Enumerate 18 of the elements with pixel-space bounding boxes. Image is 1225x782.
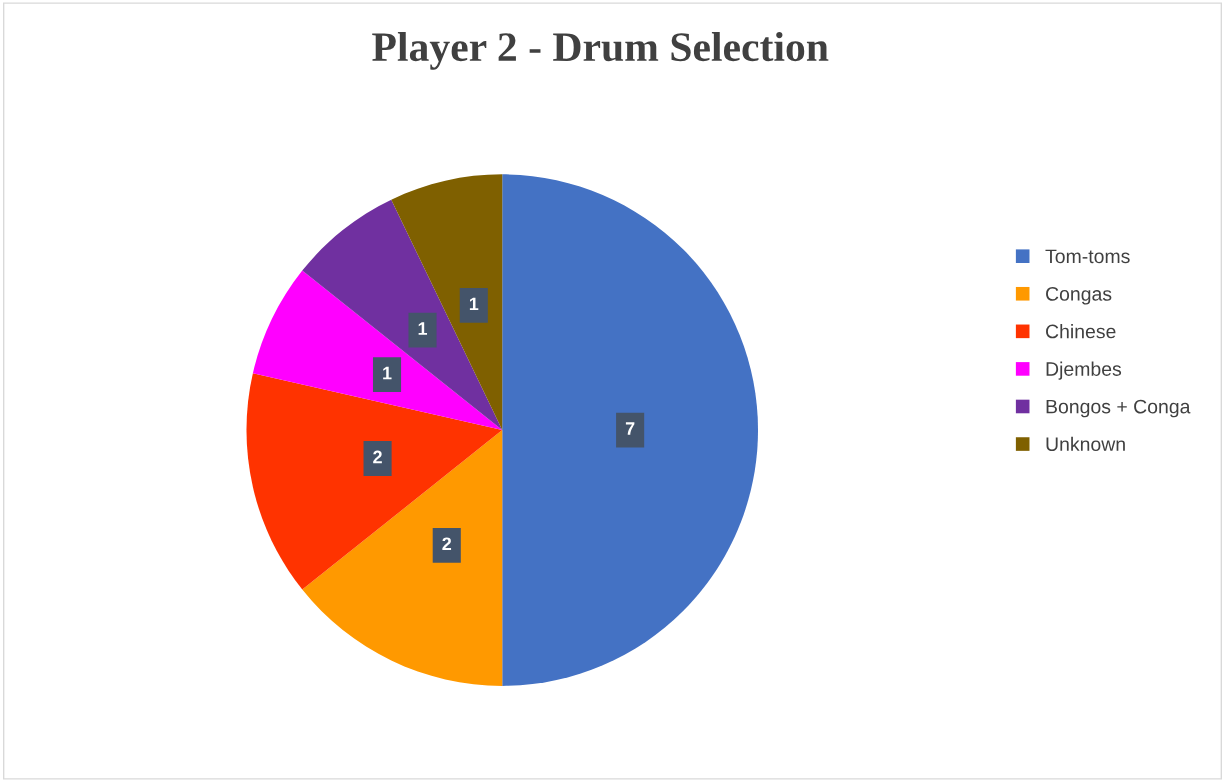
- pie-slice: [391, 174, 503, 431]
- pie-slice: [302, 430, 503, 686]
- data-label: 1: [383, 366, 392, 380]
- legend-label: Bongos + Conga: [1046, 399, 1191, 418]
- legend-label: Chinese: [1046, 324, 1116, 339]
- data-label: 1: [418, 322, 428, 335]
- legend-label: Tom-toms: [1045, 249, 1130, 264]
- pie-slice: [252, 270, 503, 431]
- data-label: 2: [442, 537, 452, 550]
- legend-label: Congas: [1046, 287, 1112, 305]
- legend-label: Djembes: [1046, 361, 1122, 380]
- legend-label: Unknown: [1046, 436, 1125, 452]
- data-label: 7: [625, 422, 635, 435]
- data-label: 1: [469, 297, 479, 311]
- pie-slice: [302, 199, 503, 431]
- pie-slice: [502, 174, 759, 686]
- data-label: 2: [373, 450, 382, 464]
- chart-title: Player 2 - Drum Selection: [372, 31, 829, 70]
